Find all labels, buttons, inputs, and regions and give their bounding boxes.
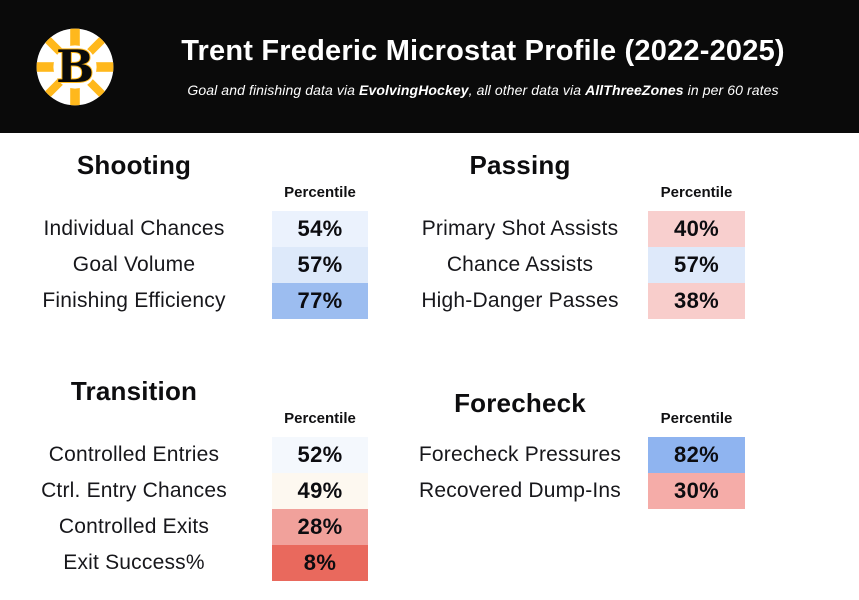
stat-row: Controlled Exits 28% [10,509,368,545]
stat-row: Ctrl. Entry Chances 49% [10,473,368,509]
stat-label: Finishing Efficiency [42,289,226,312]
stat-label: Controlled Exits [58,515,210,538]
source-evolvinghockey: EvolvingHockey [359,81,469,98]
source-allthreezones: AllThreeZones [585,81,684,98]
stat-rows: Primary Shot Assists 40% Chance Assists 57%… [396,211,745,319]
percentile-cell: 77% [272,283,368,319]
stat-label: Exit Success% [63,551,205,574]
stat-row: High-Danger Passes 38% [396,283,745,319]
percentile-cell: 28% [272,509,368,545]
header-banner: B Trent Frederic Microstat Profile (2022… [0,0,859,133]
spoked-b-icon: B [36,28,114,105]
stat-row: Finishing Efficiency 77% [10,283,368,319]
subtitle-text: Goal and finishing data via [187,81,360,98]
percentile-cell: 30% [648,473,745,509]
page-title: Trent Frederic Microstat Profile (2022-2… [181,35,785,68]
stat-row: Individual Chances 54% [10,211,368,247]
percentile-column-header: Percentile [284,184,356,201]
stat-rows: Controlled Entries 52% Ctrl. Entry Chances… [10,437,368,581]
percentile-cell: 40% [648,211,745,247]
stat-label: Controlled Entries [48,443,220,466]
percentile-cell: 54% [272,211,368,247]
stat-label: Individual Chances [43,217,225,240]
stat-label: High-Danger Passes [421,289,619,312]
stat-label: Goal Volume [72,253,196,276]
stat-label: Forecheck Pressures [418,443,622,466]
stat-label: Chance Assists [446,253,594,276]
data-source-note: Goal and finishing data via EvolvingHock… [187,82,778,98]
stat-row: Forecheck Pressures 82% [396,437,745,473]
stat-label: Primary Shot Assists [421,217,619,240]
percentile-cell: 8% [272,545,368,581]
section-title: Forecheck [454,388,586,418]
svg-text:B: B [56,40,94,93]
stat-row: Controlled Entries 52% [10,437,368,473]
stat-row: Recovered Dump-Ins 30% [396,473,745,509]
stat-row: Primary Shot Assists 40% [396,211,745,247]
subtitle-text: in per 60 rates [683,81,779,98]
stat-label: Ctrl. Entry Chances [41,479,227,502]
section-title: Shooting [76,150,192,180]
percentile-column-header: Percentile [284,410,356,427]
percentile-column-header: Percentile [660,184,733,201]
header-title-block: Trent Frederic Microstat Profile (2022-2… [115,35,859,97]
stat-rows: Forecheck Pressures 82% Recovered Dump-Ins… [396,437,745,509]
percentile-cell: 52% [272,437,368,473]
stat-row: Chance Assists 57% [396,247,745,283]
percentile-cell: 38% [648,283,745,319]
percentile-cell: 57% [648,247,745,283]
stat-row: Goal Volume 57% [10,247,368,283]
percentile-cell: 57% [272,247,368,283]
section-title: Transition [70,376,198,406]
percentile-column-header: Percentile [660,410,733,427]
stat-rows: Individual Chances 54% Goal Volume 57% Finis… [10,211,368,319]
percentile-cell: 49% [272,473,368,509]
boston-bruins-logo: B [35,27,115,107]
stat-row: Exit Success% 8% [10,545,368,581]
percentile-cell: 82% [648,437,745,473]
stat-label: Recovered Dump-Ins [418,479,621,502]
section-title: Passing [469,150,571,180]
subtitle-text: , all other data via [468,81,586,98]
